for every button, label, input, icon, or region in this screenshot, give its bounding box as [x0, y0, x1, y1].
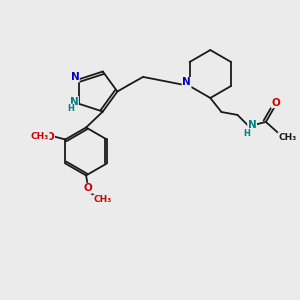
Text: CH₃: CH₃: [31, 132, 49, 141]
Text: N: N: [70, 72, 79, 82]
Text: O: O: [83, 183, 92, 193]
Text: CH₃: CH₃: [94, 195, 112, 204]
Text: N: N: [70, 97, 78, 106]
Text: N: N: [248, 120, 256, 130]
Text: H: H: [243, 129, 250, 138]
Text: O: O: [46, 132, 55, 142]
Text: CH₃: CH₃: [278, 133, 296, 142]
Text: H: H: [67, 104, 74, 113]
Text: N: N: [182, 77, 191, 88]
Text: O: O: [271, 98, 280, 108]
